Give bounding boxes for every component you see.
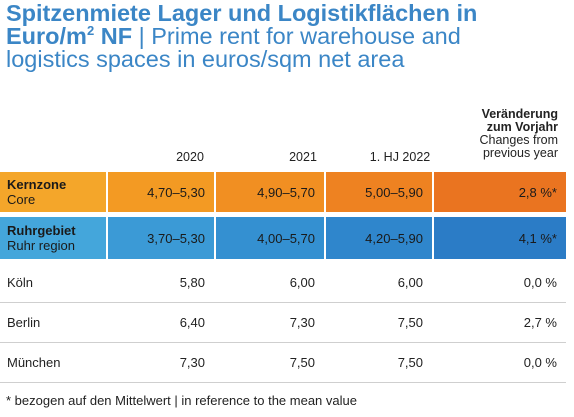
cell-2020: 3,70–5,30 [108, 217, 214, 259]
table-row-ruhr: Ruhrgebiet Ruhr region 3,70–5,30 4,00–5,… [0, 217, 566, 259]
title-english-part2: logistics spaces in euros/sqm net area [6, 46, 405, 72]
cell-change: 2,8 %* [434, 172, 566, 212]
cell-change: 4,1 %* [434, 217, 566, 259]
row-label-ruhr: Ruhrgebiet Ruhr region [0, 217, 106, 259]
change-header-de-1: Veränderung [481, 107, 558, 121]
cell-2020: 7,30 [179, 354, 205, 370]
title-german-line2: Euro/m2 NF [6, 23, 133, 49]
footnote: * bezogen auf den Mittelwert | in refere… [6, 393, 357, 408]
title-english-part1: | Prime rent for warehouse and [132, 23, 461, 49]
column-header-2021: 2021 [289, 150, 317, 164]
row-divider [0, 342, 566, 343]
row-label-de: Kernzone [7, 177, 67, 192]
row-label-city: Köln [7, 275, 34, 290]
cell-change: 2,7 % [523, 314, 557, 330]
row-label-city: Berlin [7, 314, 41, 330]
row-label-en: Core [7, 192, 36, 207]
change-header-en-2: previous year [482, 146, 558, 160]
cell-change: 0,0 % [523, 275, 557, 290]
row-divider [0, 302, 566, 303]
cell-2020: 5,80 [179, 275, 205, 290]
cell-2021: 4,90–5,70 [216, 172, 324, 212]
cell-1hj2022: 7,50 [397, 354, 423, 370]
table-row-core: Kernzone Core 4,70–5,30 4,90–5,70 5,00–5… [0, 172, 566, 212]
cell-2021: 6,00 [289, 275, 315, 290]
column-header-2020: 2020 [176, 150, 204, 164]
cell-2021: 7,50 [289, 354, 315, 370]
row-label-core: Kernzone Core [0, 172, 106, 212]
table-row-koeln: Köln 5,80 6,00 6,00 0,0 % [0, 264, 566, 301]
row-label-en: Ruhr region [7, 238, 75, 253]
column-header-1hj2022: 1. HJ 2022 [369, 150, 431, 164]
cell-1hj2022: 5,00–5,90 [326, 172, 432, 212]
cell-1hj2022: 7,50 [397, 314, 423, 330]
cell-2021: 7,30 [289, 314, 315, 330]
row-label-city: München [7, 354, 61, 370]
change-header-en-1: Changes from [479, 133, 558, 147]
change-header-de-2: zum Vorjahr [486, 120, 558, 134]
column-header-change: Veränderung zum Vorjahr Changes from pre… [440, 108, 558, 160]
title-german-line1: Spitzenmiete Lager und Logistikflächen i… [6, 0, 478, 26]
cell-2021: 4,00–5,70 [216, 217, 324, 259]
cell-2020: 6,40 [179, 314, 205, 330]
cell-1hj2022: 4,20–5,90 [326, 217, 432, 259]
page-title: Spitzenmiete Lager und Logistikflächen i… [6, 0, 566, 72]
row-label-de: Ruhrgebiet [7, 223, 76, 238]
cell-1hj2022: 6,00 [397, 275, 423, 290]
cell-change: 0,0 % [523, 354, 557, 370]
table-row-berlin: Berlin 6,40 7,30 7,50 2,7 % [0, 303, 566, 341]
cell-2020: 4,70–5,30 [108, 172, 214, 212]
table-row-muenchen: München 7,30 7,50 7,50 0,0 % [0, 343, 566, 381]
row-divider [0, 382, 566, 383]
